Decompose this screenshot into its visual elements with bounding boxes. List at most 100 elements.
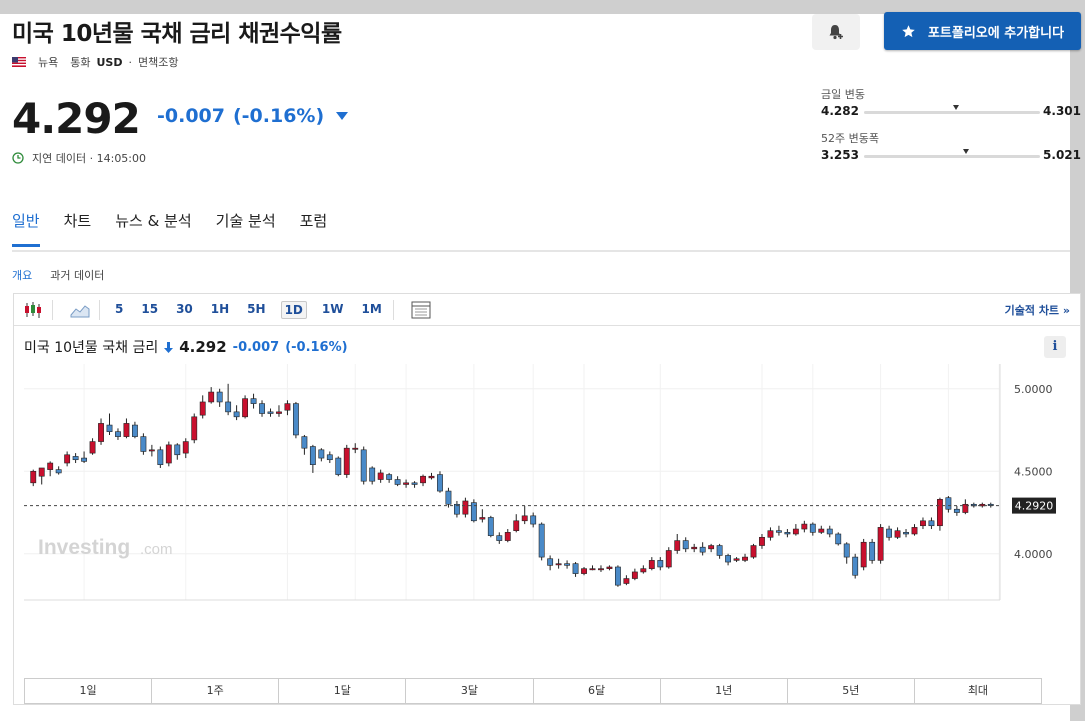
chart-widget: 5 15 30 1H 5H 1D 1W 1M 기술적 차트 » 미국 10년물 … — [13, 293, 1081, 705]
interval-5h[interactable]: 5H — [247, 301, 266, 316]
info-icon[interactable]: i — [1044, 336, 1066, 358]
candle-body — [301, 436, 308, 449]
candle-body — [47, 462, 54, 470]
interval-15[interactable]: 15 — [141, 301, 159, 316]
interval-30[interactable]: 30 — [176, 301, 193, 316]
candle-body — [818, 528, 825, 533]
day-range-marker — [952, 105, 959, 110]
period-1y[interactable]: 1년 — [661, 679, 788, 703]
period-1w[interactable]: 1주 — [152, 679, 280, 703]
y-tick-label: 5.0000 — [1014, 383, 1053, 396]
alert-button[interactable] — [812, 14, 860, 50]
interval-1d[interactable]: 1D — [280, 300, 307, 319]
candle-body — [309, 446, 316, 465]
period-1d[interactable]: 1일 — [25, 679, 153, 703]
candle-body — [623, 578, 630, 584]
candle-body — [343, 447, 350, 475]
period-selector: 1일 1주 1달 3달 6달 1년 5년 최대 — [24, 678, 1042, 704]
candle-body — [123, 423, 130, 437]
y-tick-label: 4.5000 — [1014, 465, 1053, 478]
period-5y[interactable]: 5년 — [788, 679, 915, 703]
star-icon — [902, 24, 915, 37]
candle-body — [131, 424, 138, 437]
candle-body — [225, 401, 232, 413]
tab-chart[interactable]: 차트 — [63, 212, 92, 230]
candle-body — [259, 403, 265, 414]
candle-body — [708, 545, 715, 550]
main-tabs: 일반 차트 뉴스 & 분석 기술 분석 포럼 — [12, 210, 327, 247]
candle-body — [470, 502, 477, 522]
candle-body — [835, 533, 842, 545]
candle-body — [487, 517, 494, 536]
candle-body — [30, 470, 37, 484]
disclaimer-link[interactable]: 면책조항 — [138, 56, 179, 69]
candle-body — [572, 563, 579, 574]
subtab-historical[interactable]: 과거 데이터 — [50, 269, 105, 282]
candle-body — [665, 550, 672, 568]
exchange-label: 뉴욕 — [38, 56, 59, 69]
price-change: -0.007 (-0.16%) — [157, 105, 349, 127]
candle-body — [191, 416, 198, 441]
candle-body — [547, 558, 554, 566]
candle-body — [453, 503, 460, 515]
chart-settings-icon[interactable] — [410, 299, 432, 321]
period-6m[interactable]: 6달 — [534, 679, 661, 703]
candle-body — [877, 527, 884, 561]
instrument-meta: 뉴욕 통화 USD · 면책조항 — [12, 54, 178, 70]
candle-body — [115, 431, 121, 437]
candle-body — [674, 540, 681, 551]
period-1m[interactable]: 1달 — [279, 679, 407, 703]
subtab-overview[interactable]: 개요 — [12, 269, 33, 282]
candlestick-type-icon[interactable] — [22, 299, 44, 321]
candle-body — [530, 515, 537, 525]
interval-1h[interactable]: 1H — [210, 301, 230, 316]
candle-body — [38, 467, 45, 477]
candle-body — [936, 499, 943, 527]
delay-label: 지연 데이터 — [32, 152, 87, 165]
candle-body — [157, 449, 164, 465]
candle-body — [208, 391, 215, 403]
candle-body — [953, 508, 960, 513]
tab-general[interactable]: 일반 — [12, 210, 40, 247]
week52-range-low: 3.253 — [821, 148, 859, 162]
day-range-low: 4.282 — [821, 104, 859, 118]
interval-selector: 5 15 30 1H 5H 1D 1W 1M — [112, 300, 385, 319]
area-chart-icon[interactable] — [69, 299, 91, 321]
bell-plus-icon — [829, 25, 843, 40]
candle-body — [945, 497, 952, 510]
tab-news[interactable]: 뉴스 & 분석 — [115, 212, 192, 230]
week52-range-label: 52주 변동폭 — [821, 132, 879, 145]
week52-range: 52주 변동폭 3.253 5.021 — [821, 130, 1081, 174]
candle-body — [657, 560, 664, 568]
period-3m[interactable]: 3달 — [406, 679, 534, 703]
candle-body — [911, 527, 918, 535]
meta-separator: · — [128, 55, 133, 69]
delay-text: 지연 데이터 · 14:05:00 — [32, 152, 147, 165]
candle-body — [64, 454, 71, 464]
legend-down-arrow-icon — [164, 341, 174, 353]
interval-1w[interactable]: 1W — [321, 301, 344, 316]
candle-body — [276, 411, 282, 414]
candle-body — [182, 441, 189, 454]
candle-body — [631, 571, 638, 579]
interval-5[interactable]: 5 — [115, 301, 124, 316]
candle-body — [428, 475, 435, 479]
candle-body — [682, 540, 689, 550]
candle-body — [725, 555, 732, 563]
candle-body — [479, 517, 486, 520]
week52-range-high: 5.021 — [1043, 148, 1081, 162]
candle-body — [886, 528, 893, 538]
tab-forum[interactable]: 포럼 — [299, 212, 328, 230]
candle-body — [784, 532, 791, 535]
candle-body — [504, 532, 511, 541]
tab-technical[interactable]: 기술 분석 — [215, 212, 276, 230]
candle-body — [411, 482, 418, 485]
period-max[interactable]: 최대 — [967, 684, 989, 697]
interval-1m[interactable]: 1M — [361, 301, 382, 316]
legend-change-percent: (-0.16%) — [285, 339, 348, 355]
technical-chart-link[interactable]: 기술적 차트 » — [1004, 304, 1070, 317]
candle-body — [106, 424, 113, 432]
candle-body — [826, 528, 833, 535]
add-to-portfolio-button[interactable]: 포트폴리오에 추가합니다 — [884, 12, 1081, 50]
